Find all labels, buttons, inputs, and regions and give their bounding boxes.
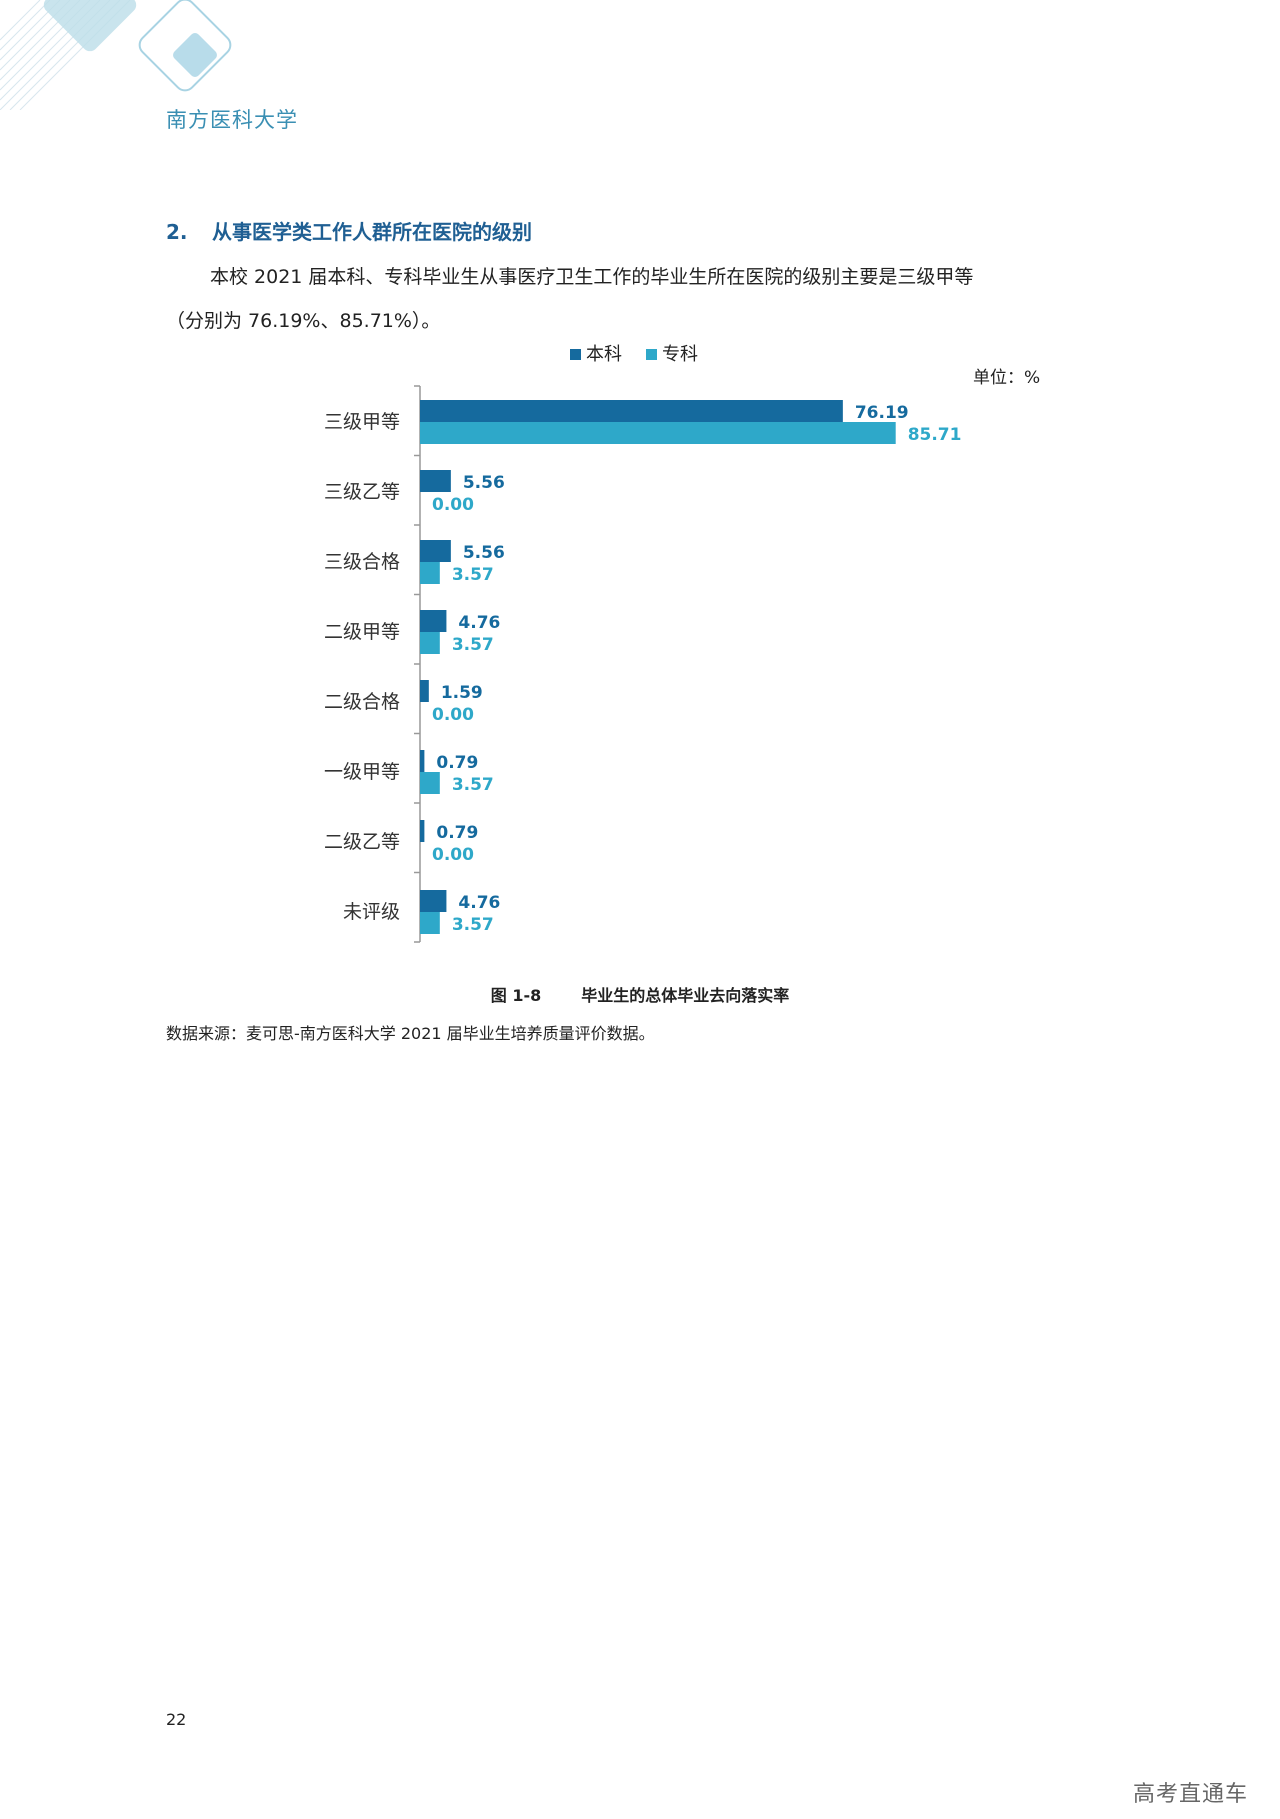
bar-college bbox=[420, 772, 440, 794]
bar-college bbox=[420, 422, 896, 444]
category-label: 未评级 bbox=[343, 901, 400, 923]
data-label: 0.00 bbox=[432, 495, 474, 515]
watermark: 高考直通车 bbox=[1132, 1782, 1248, 1807]
bar-undergrad bbox=[420, 820, 425, 842]
figure-title: 毕业生的总体毕业去向落实率 bbox=[581, 986, 790, 1005]
bar-college bbox=[420, 562, 440, 584]
unit-label: 单位：% bbox=[973, 368, 1040, 388]
category-label: 二级合格 bbox=[324, 691, 400, 713]
data-label: 3.57 bbox=[452, 915, 494, 935]
bar-college bbox=[420, 912, 440, 934]
header-decoration bbox=[0, 0, 232, 110]
data-label: 4.76 bbox=[458, 613, 500, 633]
legend-swatch-1 bbox=[570, 349, 581, 360]
data-label: 5.56 bbox=[463, 543, 505, 563]
figure-number: 图 1-8 bbox=[490, 986, 542, 1005]
data-label: 0.00 bbox=[432, 845, 474, 865]
section-paragraph: 本校 2021 届本科、专科毕业生从事医疗卫生工作的毕业生所在医院的级别主要是三… bbox=[166, 255, 1126, 343]
data-source-note: 数据来源：麦可思-南方医科大学 2021 届毕业生培养质量评价数据。 bbox=[166, 1024, 655, 1043]
bar-undergrad bbox=[420, 680, 429, 702]
category-label: 三级甲等 bbox=[324, 411, 400, 433]
category-label: 一级甲等 bbox=[324, 761, 400, 783]
section-heading: 2. 从事医学类工作人群所在医院的级别 bbox=[166, 216, 532, 245]
legend-swatch-2 bbox=[646, 349, 657, 360]
bar-undergrad bbox=[420, 540, 451, 562]
bar-undergrad bbox=[420, 610, 447, 632]
category-label: 二级乙等 bbox=[324, 831, 400, 853]
legend-label-2: 专科 bbox=[662, 344, 698, 365]
data-label: 76.19 bbox=[855, 403, 909, 423]
paragraph-line-2: （分别为 76.19%、85.71%）。 bbox=[166, 310, 441, 332]
paragraph-line-1: 本校 2021 届本科、专科毕业生从事医疗卫生工作的毕业生所在医院的级别主要是三… bbox=[210, 266, 974, 288]
data-label: 5.56 bbox=[463, 473, 505, 493]
legend-label-1: 本科 bbox=[586, 344, 622, 365]
data-label: 3.57 bbox=[452, 775, 494, 795]
bar-undergrad bbox=[420, 890, 447, 912]
bar-undergrad bbox=[420, 750, 425, 772]
category-label: 二级甲等 bbox=[324, 621, 400, 643]
bar-undergrad bbox=[420, 470, 451, 492]
data-label: 3.57 bbox=[452, 565, 494, 585]
data-label: 4.76 bbox=[458, 893, 500, 913]
section-heading-text: 从事医学类工作人群所在医院的级别 bbox=[212, 220, 532, 244]
category-label: 三级合格 bbox=[324, 551, 400, 573]
data-label: 1.59 bbox=[441, 683, 483, 703]
page-number: 22 bbox=[166, 1710, 187, 1729]
bar-college bbox=[420, 632, 440, 654]
data-label: 0.79 bbox=[436, 753, 478, 773]
data-label: 0.79 bbox=[436, 823, 478, 843]
data-label: 85.71 bbox=[908, 425, 962, 445]
section-number: 2. bbox=[166, 220, 188, 244]
figure-caption: 图 1-8 毕业生的总体毕业去向落实率 bbox=[0, 982, 1280, 1006]
data-label: 0.00 bbox=[432, 705, 474, 725]
data-label: 3.57 bbox=[452, 635, 494, 655]
category-label: 三级乙等 bbox=[324, 481, 400, 503]
header-title: 南方医科大学 bbox=[166, 108, 298, 132]
bar-undergrad bbox=[420, 400, 843, 422]
